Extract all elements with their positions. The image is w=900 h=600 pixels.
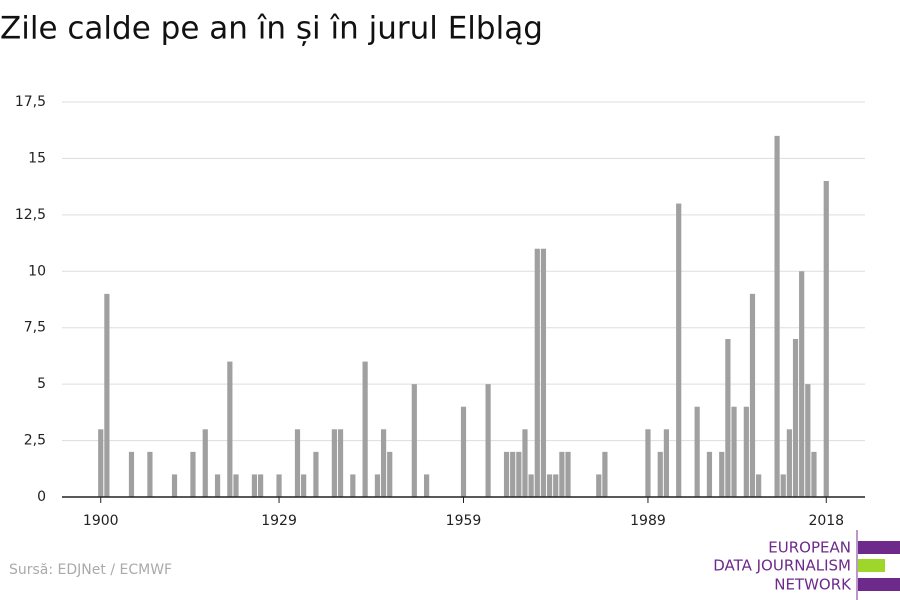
y-tick-label: 2,5 — [24, 433, 46, 449]
bar — [553, 474, 559, 497]
x-tick-label: 2018 — [808, 513, 844, 529]
bar — [424, 474, 430, 497]
bar — [276, 474, 282, 497]
bar — [257, 474, 264, 497]
bar — [171, 474, 178, 497]
bar — [528, 474, 534, 497]
bar — [663, 429, 670, 497]
bar — [540, 248, 547, 497]
bar — [546, 474, 553, 497]
bar — [565, 451, 571, 497]
bar — [676, 203, 682, 498]
bar — [128, 451, 135, 497]
logo-bar — [858, 541, 900, 554]
bar — [313, 451, 319, 497]
bar — [719, 451, 725, 497]
bar — [749, 293, 756, 497]
y-tick-label: 17,5 — [15, 94, 46, 110]
y-tick-label: 10 — [28, 263, 46, 279]
y-tick-label: 0 — [37, 489, 46, 505]
logo-bar — [858, 578, 900, 591]
bar — [799, 271, 805, 497]
bar — [380, 429, 387, 497]
bar — [823, 181, 829, 497]
bar — [374, 474, 381, 497]
bar — [337, 429, 344, 497]
logo-bar — [858, 559, 885, 572]
logo-text: EUROPEAN — [768, 539, 851, 557]
bar — [411, 384, 417, 497]
bar — [516, 451, 522, 497]
bar — [743, 406, 749, 497]
bar — [387, 451, 393, 497]
bar — [233, 474, 239, 497]
bar — [559, 451, 565, 497]
bar — [485, 384, 491, 497]
x-tick-label: 1959 — [446, 513, 482, 529]
bar — [147, 451, 153, 497]
bar — [503, 451, 510, 497]
logo-text: NETWORK — [774, 576, 852, 594]
bar — [645, 429, 651, 497]
bar — [534, 248, 540, 497]
y-tick-label: 5 — [37, 376, 46, 392]
bar — [350, 474, 356, 497]
bar — [251, 474, 258, 497]
bar — [786, 429, 792, 497]
bar — [104, 293, 110, 497]
bar — [792, 339, 799, 497]
bar — [811, 451, 817, 497]
bar — [522, 429, 528, 497]
bar — [190, 451, 196, 497]
bar — [756, 474, 762, 497]
bar — [331, 429, 337, 497]
bar — [202, 429, 208, 497]
bar — [774, 135, 780, 497]
x-tick-label: 1929 — [261, 513, 297, 529]
x-tick-label: 1900 — [83, 513, 119, 529]
bar — [657, 451, 663, 497]
chart-title: Zile calde pe an în și în jurul Elbląg — [0, 11, 543, 47]
bar — [460, 406, 467, 497]
y-tick-label: 12,5 — [15, 207, 46, 223]
bar — [98, 429, 104, 497]
bar — [725, 339, 731, 497]
source: Sursă: EDJNet / ECMWF — [9, 562, 172, 578]
y-tick-label: 7,5 — [24, 320, 46, 336]
bar — [602, 451, 608, 497]
bar — [214, 474, 221, 497]
bar — [294, 429, 301, 497]
bar — [596, 474, 602, 497]
bar — [694, 406, 700, 497]
bar — [510, 451, 516, 497]
bar — [805, 384, 811, 497]
bar — [227, 361, 233, 497]
bar — [731, 406, 737, 497]
bar — [706, 451, 713, 497]
x-tick-label: 1989 — [630, 513, 666, 529]
logo-text: DATA JOURNALISM — [713, 557, 851, 575]
bar — [301, 474, 307, 497]
bar — [362, 361, 368, 497]
y-tick-label: 15 — [28, 150, 46, 166]
bar — [780, 474, 786, 497]
